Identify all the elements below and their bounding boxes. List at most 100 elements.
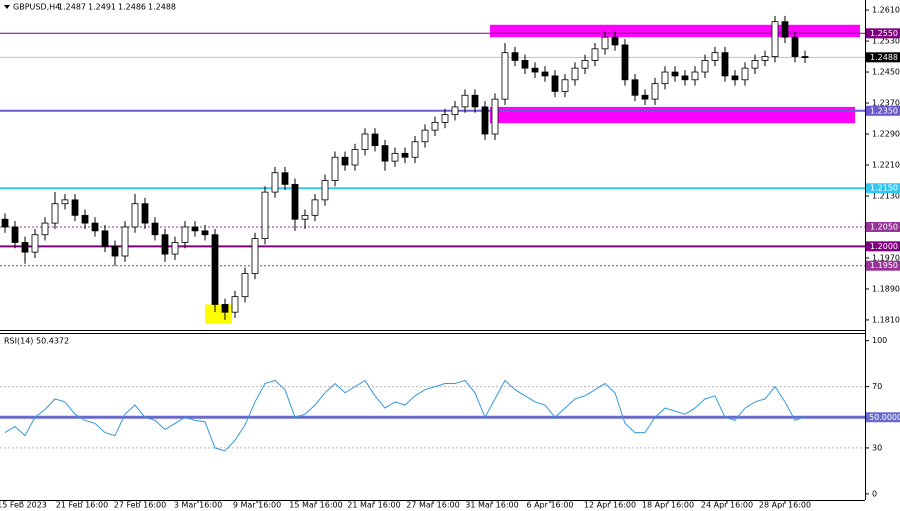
candle-body [501,52,509,100]
candle-body [231,296,239,313]
candle-body [601,36,609,50]
candle-body [261,191,269,239]
candle-body [471,94,479,108]
candle-body [301,214,309,220]
candle-body [531,67,539,73]
candle-body [581,60,589,69]
candle-body [771,21,779,57]
candle-body [271,172,279,193]
candle-body [311,199,319,216]
level-label: 1.2350 [870,106,898,115]
y-tick-label: 1.1810 [872,315,900,324]
candle-body [111,245,119,257]
candle-body [41,222,49,236]
rsi-y-tick-label: 30 [872,443,882,452]
zone [490,106,855,124]
candle-body [11,226,19,243]
candle-body [371,133,379,147]
candle-body [161,234,169,255]
candle-body [181,226,189,243]
x-tick-label: 31 Mar 16:00 [465,501,518,510]
candle-body [761,56,769,61]
rsi-line [4,379,806,452]
candle-body [461,94,469,108]
candle-body [201,230,209,236]
candle-body [171,242,179,255]
candle-body [361,133,369,150]
candle-body [341,156,349,166]
y-tick-label: 1.2610 [872,6,900,15]
candle-body [151,222,159,236]
candle-body [691,71,699,81]
x-tick-label: 9 Mar 16:00 [233,501,281,510]
candle-body [391,152,399,162]
candle-body [431,121,439,131]
quote-value: 1.2486 [118,3,146,12]
candle-body [701,60,709,73]
level-label: 1.2150 [870,184,898,193]
candle-body [611,36,619,46]
candle-body [661,71,669,85]
candle-body [591,48,599,61]
candle-body [51,203,59,224]
candle-body [131,203,139,228]
y-tick-label: 1.2370 [872,99,900,108]
candle-body [751,60,759,69]
candle-body [551,75,559,92]
rsi-mid-box [866,412,900,423]
symbol: GBPUSD,H4 [13,3,60,12]
candle-body [281,172,289,185]
candle-body [621,44,629,81]
menu-arrow [4,5,10,9]
rsi-last-value: 50.4372 [36,337,69,346]
candle-body [211,234,219,305]
level-label-box [866,105,900,116]
candle-body [91,222,99,232]
candle-body [651,83,659,100]
y-tick-label: 1.2290 [872,130,900,139]
level-label: 1.2000 [870,242,898,251]
candle-body [401,152,409,158]
rsi-y-tick-label: 100 [872,336,887,345]
candle-body [741,67,749,81]
x-tick-label: 21 Feb 16:00 [56,501,108,510]
candle-body [791,36,799,57]
y-tick-label: 1.2210 [872,161,900,170]
candle-body [351,149,359,166]
candle-body [721,52,729,77]
candle-body [81,214,89,224]
candle-body [441,114,449,123]
quote-value: 1.2491 [88,3,116,12]
x-tick-label: 27 Mar 16:00 [406,501,459,510]
candle-body [21,242,29,253]
candle-body [251,238,259,274]
level-label-box [866,28,900,39]
candle-body [511,52,519,61]
candle-body [411,141,419,158]
candle-body [671,71,679,77]
candle-body [631,79,639,96]
x-tick-label: 24 Apr 16:00 [701,501,753,510]
x-tick-label: 6 Apr 16:00 [526,501,573,510]
x-tick-label: 21 Mar 16:00 [347,501,400,510]
candle-body [451,106,459,116]
x-tick-label: 15 Mar 16:00 [289,501,342,510]
candle-body [421,129,429,143]
candle-body [641,94,649,100]
candle-body [291,183,299,220]
quote-value: 1.2487 [58,3,86,12]
x-tick-label: 28 Apr 16:00 [759,501,811,510]
candle-body [541,71,549,77]
level-label-box [866,260,900,271]
x-tick-label: 3 Mar 16:00 [174,501,222,510]
candle-body [711,52,719,61]
candle-body [481,106,489,135]
rsi-y-tick-label: 70 [872,382,882,391]
rsi-mid-label: 50.0000 [869,413,900,422]
x-tick-label: 12 Apr 16:00 [584,501,636,510]
level-label-box [866,183,900,194]
candle-body [241,273,249,298]
candle-body [731,75,739,81]
rsi-title: RSI(14) [4,337,33,346]
